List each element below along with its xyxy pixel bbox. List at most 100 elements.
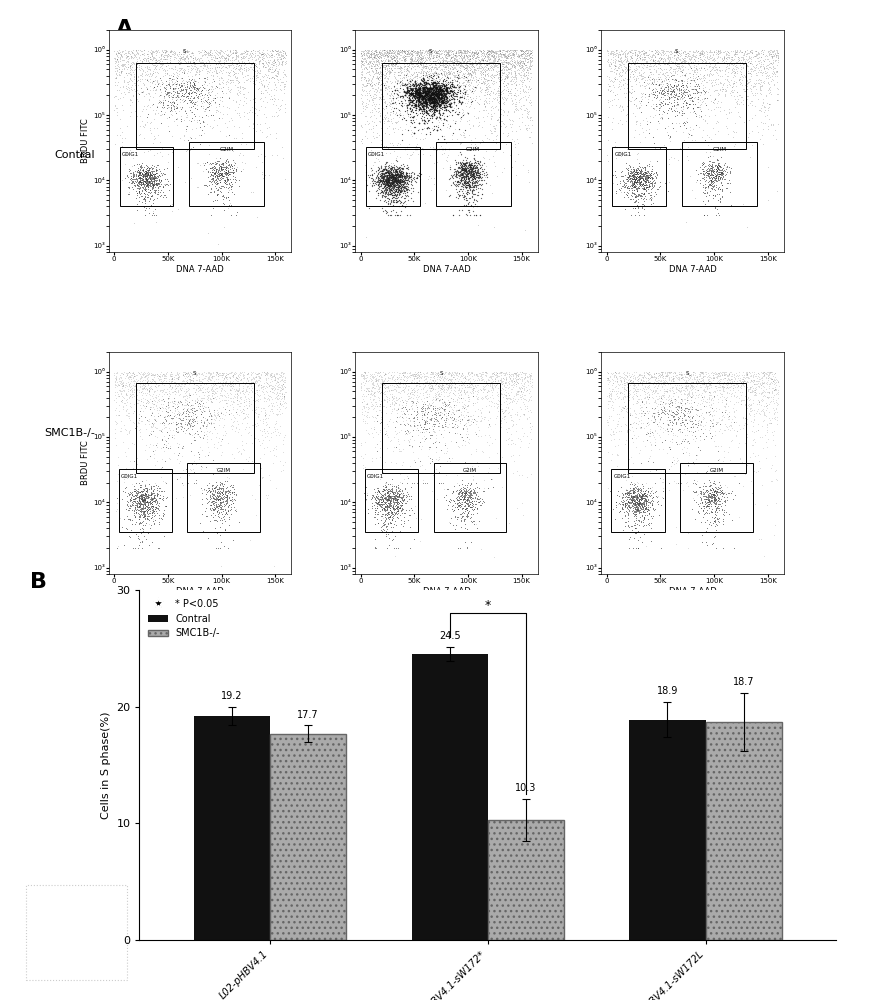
Point — [638, 485, 652, 501]
Point — [613, 173, 627, 189]
Point — [455, 429, 469, 445]
Point — [685, 379, 699, 395]
Point — [461, 508, 475, 524]
Point — [731, 84, 745, 100]
Point — [149, 162, 163, 178]
Point — [108, 55, 122, 71]
Point — [139, 171, 153, 187]
Point — [378, 366, 392, 382]
Point — [401, 62, 415, 78]
Point — [738, 77, 752, 93]
Point — [496, 381, 510, 397]
Point — [699, 534, 712, 550]
Point — [202, 54, 216, 70]
Point — [108, 74, 122, 90]
Point — [684, 423, 698, 439]
Point — [706, 59, 719, 75]
Point — [238, 89, 252, 105]
Point — [469, 207, 483, 223]
Point — [715, 484, 729, 500]
Point — [408, 83, 422, 99]
Point — [430, 79, 444, 95]
Point — [214, 494, 228, 510]
Point — [522, 79, 536, 95]
Point — [419, 99, 433, 115]
Point — [743, 61, 757, 77]
Point — [463, 497, 476, 513]
Point — [381, 48, 395, 64]
Point — [428, 94, 442, 110]
Point — [651, 44, 665, 60]
Point — [726, 400, 740, 416]
Point — [211, 407, 225, 423]
Point — [456, 169, 470, 185]
Point — [140, 488, 154, 504]
Point — [402, 45, 416, 61]
Point — [266, 455, 280, 471]
Point — [376, 183, 390, 199]
Point — [441, 62, 455, 78]
Point — [253, 45, 267, 61]
Point — [413, 89, 427, 105]
Point — [660, 124, 674, 140]
Point — [196, 523, 210, 539]
Point — [432, 78, 446, 94]
Point — [520, 69, 534, 85]
Point — [368, 502, 382, 518]
Point — [768, 42, 782, 58]
Point — [240, 451, 253, 467]
Point — [632, 486, 646, 502]
Point — [405, 43, 419, 59]
Point — [431, 85, 445, 101]
Point — [374, 120, 388, 136]
Point — [410, 82, 424, 98]
Point — [633, 372, 647, 388]
Point — [231, 72, 245, 88]
Point — [601, 82, 615, 98]
Point — [608, 54, 622, 70]
Point — [644, 56, 658, 72]
Point — [618, 508, 632, 524]
Point — [186, 400, 200, 416]
Point — [505, 372, 519, 388]
Point — [468, 45, 482, 61]
Point — [255, 364, 269, 380]
Point — [448, 502, 462, 518]
Point — [646, 135, 660, 151]
Point — [226, 414, 240, 430]
Point — [746, 380, 760, 396]
Point — [618, 486, 632, 502]
Point — [452, 164, 466, 180]
Point — [447, 79, 461, 95]
Point — [421, 83, 435, 99]
Point — [222, 197, 236, 213]
Point — [469, 486, 483, 502]
Point — [469, 198, 483, 214]
Point — [150, 429, 164, 445]
Point — [199, 365, 213, 381]
Point — [520, 42, 534, 58]
Point — [415, 47, 429, 63]
Point — [192, 62, 206, 78]
Point — [133, 174, 147, 190]
Point — [636, 167, 650, 183]
Point — [169, 89, 183, 105]
Point — [631, 410, 645, 426]
Point — [188, 403, 202, 419]
Point — [129, 48, 143, 64]
Point — [476, 149, 490, 165]
Point — [654, 80, 668, 96]
Point — [763, 415, 777, 431]
Point — [696, 481, 710, 497]
Point — [460, 492, 474, 508]
Point — [392, 175, 406, 191]
Point — [523, 56, 537, 72]
Point — [165, 87, 179, 103]
Point — [164, 79, 178, 95]
Point — [367, 400, 381, 416]
Point — [405, 93, 419, 109]
Point — [149, 54, 163, 70]
Point — [155, 368, 169, 384]
Point — [481, 47, 495, 63]
Point — [430, 369, 444, 385]
